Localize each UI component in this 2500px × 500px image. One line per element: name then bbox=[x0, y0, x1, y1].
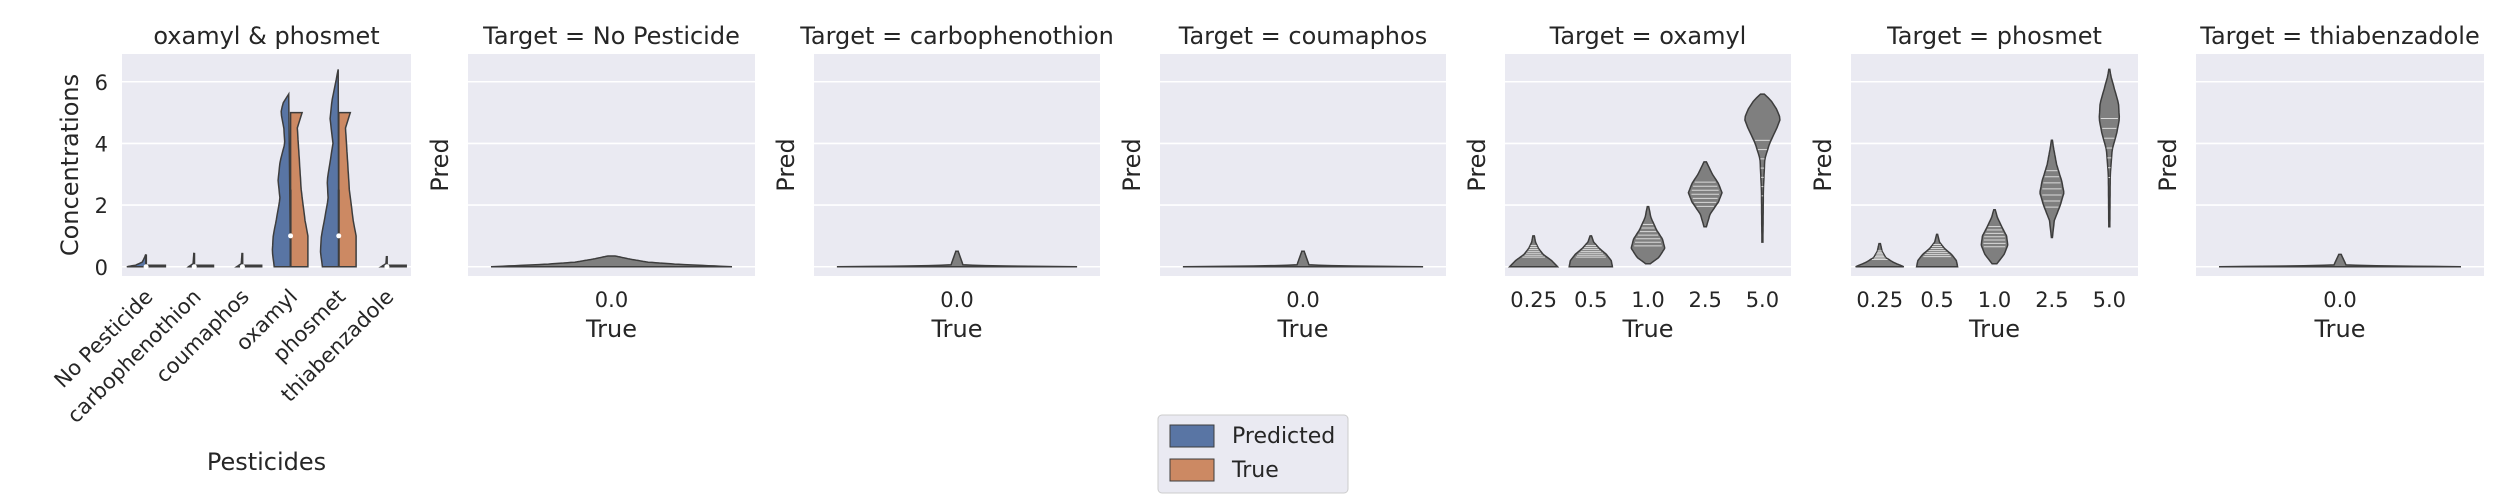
x-axis-label: Pesticides bbox=[207, 448, 326, 476]
violin bbox=[836, 250, 1078, 268]
violin-true bbox=[193, 264, 215, 268]
violin-true bbox=[289, 111, 309, 268]
x-axis-label: True bbox=[585, 315, 637, 343]
x-axis-label: True bbox=[1968, 315, 2020, 343]
violin-predicted bbox=[126, 254, 147, 268]
x-axis-label: True bbox=[931, 315, 983, 343]
legend-label: True bbox=[1231, 458, 1279, 483]
legend-label: Predicted bbox=[1232, 424, 1335, 449]
x-tick-label: 1.0 bbox=[1631, 288, 1664, 312]
violin bbox=[490, 255, 733, 268]
x-axis-label: True bbox=[2314, 315, 2366, 343]
x-tick-label: 2.5 bbox=[2035, 288, 2068, 312]
subplot-title: Target = carbophenothion bbox=[799, 22, 1114, 50]
y-axis-label: Pred bbox=[1118, 138, 1146, 191]
subplot-title: Target = coumaphos bbox=[1178, 22, 1427, 50]
x-tick-label: 0.5 bbox=[1574, 288, 1607, 312]
violin bbox=[2218, 253, 2462, 268]
median-point bbox=[239, 264, 245, 270]
y-axis-label: Pred bbox=[772, 138, 800, 191]
subplot-5: Target = oxamyl Pred 0.25 0.5 1.0 2.5 5.0 True bbox=[1463, 22, 1791, 343]
y-axis-label: Concentrations bbox=[56, 74, 84, 256]
subplot-2: Target = No Pesticide Pred 0.0 True bbox=[426, 22, 755, 343]
subplot-7: Target = thiabenzadole Pred 0.0 True bbox=[2154, 22, 2484, 343]
y-axis-label: Pred bbox=[1463, 138, 1491, 191]
legend-swatch-true bbox=[1169, 458, 1215, 482]
violin-true bbox=[386, 264, 407, 268]
y-tick-label: 6 bbox=[95, 71, 108, 95]
x-tick-label: 5.0 bbox=[2093, 288, 2126, 312]
x-tick-label: 1.0 bbox=[1978, 288, 2011, 312]
subplot-title: Target = phosmet bbox=[1886, 22, 2102, 50]
plot-area bbox=[122, 54, 411, 276]
subplot-3: Target = carbophenothion Pred 0.0 True bbox=[772, 22, 1114, 343]
legend-swatch-predicted bbox=[1169, 424, 1215, 448]
y-axis-label: Pred bbox=[426, 138, 454, 191]
x-tick-label: 0.25 bbox=[1856, 288, 1903, 312]
plot-area bbox=[814, 54, 1100, 276]
x-axis-label: True bbox=[1622, 315, 1674, 343]
x-tick-label: 0.0 bbox=[2323, 288, 2356, 312]
x-tick-label: 2.5 bbox=[1688, 288, 1721, 312]
median-point bbox=[143, 264, 149, 270]
subplot-6: Target = phosmet Pred 0.25 0.5 1.0 2.5 5.0 True bbox=[1809, 22, 2138, 343]
x-tick-label: 0.5 bbox=[1920, 288, 1953, 312]
plot-area bbox=[1160, 54, 1446, 276]
median-point bbox=[384, 264, 390, 270]
y-axis-label: Pred bbox=[1809, 138, 1837, 191]
subplot-title: Target = No Pesticide bbox=[482, 22, 740, 50]
y-axis-label: Pred bbox=[2154, 138, 2182, 191]
violin-true bbox=[241, 264, 263, 268]
y-tick-label: 4 bbox=[95, 132, 108, 156]
plot-area bbox=[2196, 54, 2484, 276]
violin-true bbox=[145, 264, 167, 268]
x-axis-label: True bbox=[1277, 315, 1329, 343]
x-tick-label: 5.0 bbox=[1746, 288, 1779, 312]
violin bbox=[1182, 250, 1424, 268]
violin-predicted bbox=[319, 69, 340, 268]
subplot-title: Target = oxamyl bbox=[1549, 22, 1747, 50]
median-point bbox=[191, 264, 197, 270]
x-tick-label: 0.0 bbox=[940, 288, 973, 312]
y-tick-label: 0 bbox=[95, 256, 108, 280]
subplot-title: Target = thiabenzadole bbox=[2199, 22, 2479, 50]
subplot-4: Target = coumaphos Pred 0.0 True bbox=[1118, 22, 1446, 343]
violin-predicted bbox=[271, 91, 292, 268]
violin-true bbox=[338, 111, 357, 268]
x-tick-label: 0.0 bbox=[595, 288, 628, 312]
x-tick-label: 0.0 bbox=[1286, 288, 1319, 312]
median-point bbox=[336, 233, 342, 239]
legend: Predicted True bbox=[1157, 414, 1349, 494]
y-tick-label: 2 bbox=[95, 194, 108, 218]
median-point bbox=[288, 233, 294, 239]
x-tick-label: 0.25 bbox=[1510, 288, 1557, 312]
subplot-title: oxamyl & phosmet bbox=[153, 22, 379, 50]
plot-area bbox=[468, 54, 755, 276]
